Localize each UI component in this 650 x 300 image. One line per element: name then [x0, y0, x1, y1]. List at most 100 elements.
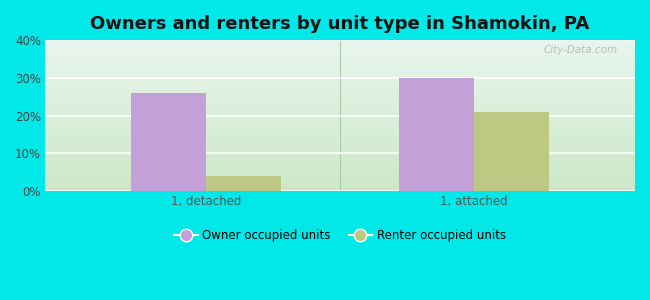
Bar	[45, 46, 635, 48]
Bar	[45, 134, 635, 135]
Bar	[45, 153, 635, 155]
Bar	[45, 141, 635, 143]
Bar	[45, 161, 635, 162]
Bar	[45, 103, 635, 105]
Bar	[45, 40, 635, 42]
Bar	[45, 181, 635, 182]
Bar	[45, 137, 635, 138]
Bar	[45, 99, 635, 100]
Bar	[45, 87, 635, 88]
Bar	[45, 105, 635, 106]
Bar	[45, 118, 635, 120]
Bar	[45, 84, 635, 86]
Bar	[45, 80, 635, 81]
Bar	[45, 179, 635, 181]
Bar	[45, 100, 635, 102]
Bar	[45, 69, 635, 70]
Bar	[45, 120, 635, 122]
Bar	[45, 117, 635, 118]
Bar	[45, 173, 635, 175]
Bar	[45, 73, 635, 75]
Bar	[45, 135, 635, 137]
Bar	[45, 72, 635, 73]
Legend: Owner occupied units, Renter occupied units: Owner occupied units, Renter occupied un…	[170, 224, 511, 247]
Bar	[45, 168, 635, 170]
Bar	[45, 42, 635, 43]
Bar	[45, 82, 635, 84]
Bar	[45, 110, 635, 111]
Bar	[45, 58, 635, 60]
Bar	[45, 112, 635, 114]
Bar	[45, 111, 635, 112]
Bar	[45, 190, 635, 191]
Bar	[206, 176, 281, 191]
Title: Owners and renters by unit type in Shamokin, PA: Owners and renters by unit type in Shamo…	[90, 15, 590, 33]
Bar	[45, 143, 635, 144]
Bar	[45, 140, 635, 141]
Bar	[45, 165, 635, 167]
Bar	[45, 152, 635, 153]
Bar	[45, 116, 635, 117]
Bar	[45, 123, 635, 124]
Bar	[45, 52, 635, 54]
Bar	[45, 49, 635, 51]
Bar	[45, 98, 635, 99]
Bar	[45, 170, 635, 171]
Bar	[45, 94, 635, 96]
Bar	[45, 64, 635, 66]
Bar	[45, 150, 635, 152]
Bar	[45, 70, 635, 72]
Bar	[45, 51, 635, 52]
Bar	[45, 182, 635, 184]
Bar	[45, 78, 635, 80]
Bar	[45, 55, 635, 57]
Bar	[45, 81, 635, 82]
Bar	[45, 147, 635, 149]
Bar	[45, 155, 635, 156]
Bar	[45, 114, 635, 116]
Bar	[45, 128, 635, 129]
Bar	[45, 57, 635, 58]
Bar	[45, 146, 635, 147]
Bar	[45, 102, 635, 104]
Bar	[45, 178, 635, 179]
Bar	[45, 45, 635, 46]
Bar	[45, 76, 635, 78]
Bar	[45, 48, 635, 49]
Bar	[45, 162, 635, 164]
Bar	[474, 112, 549, 191]
Bar	[45, 126, 635, 128]
Bar	[45, 54, 635, 55]
Bar	[45, 176, 635, 178]
Bar	[45, 175, 635, 176]
Bar	[131, 93, 206, 191]
Bar	[45, 129, 635, 131]
Bar	[45, 131, 635, 132]
Bar	[45, 90, 635, 92]
Bar	[45, 149, 635, 150]
Bar	[45, 138, 635, 140]
Bar	[45, 43, 635, 45]
Bar	[45, 93, 635, 94]
Bar	[45, 124, 635, 126]
Bar	[45, 164, 635, 165]
Bar	[45, 85, 635, 87]
Bar	[45, 158, 635, 159]
Bar	[45, 159, 635, 161]
Bar	[45, 88, 635, 90]
Bar	[45, 187, 635, 188]
Bar	[45, 96, 635, 98]
Bar	[45, 106, 635, 108]
Bar	[45, 171, 635, 173]
Bar	[45, 188, 635, 190]
Bar	[45, 167, 635, 168]
Bar	[45, 66, 635, 67]
Bar	[45, 63, 635, 64]
Bar	[45, 156, 635, 158]
Bar	[45, 122, 635, 123]
Bar	[45, 108, 635, 110]
Text: City-Data.com: City-Data.com	[543, 45, 618, 55]
Bar	[45, 132, 635, 134]
Bar	[45, 184, 635, 185]
Bar	[45, 75, 635, 76]
